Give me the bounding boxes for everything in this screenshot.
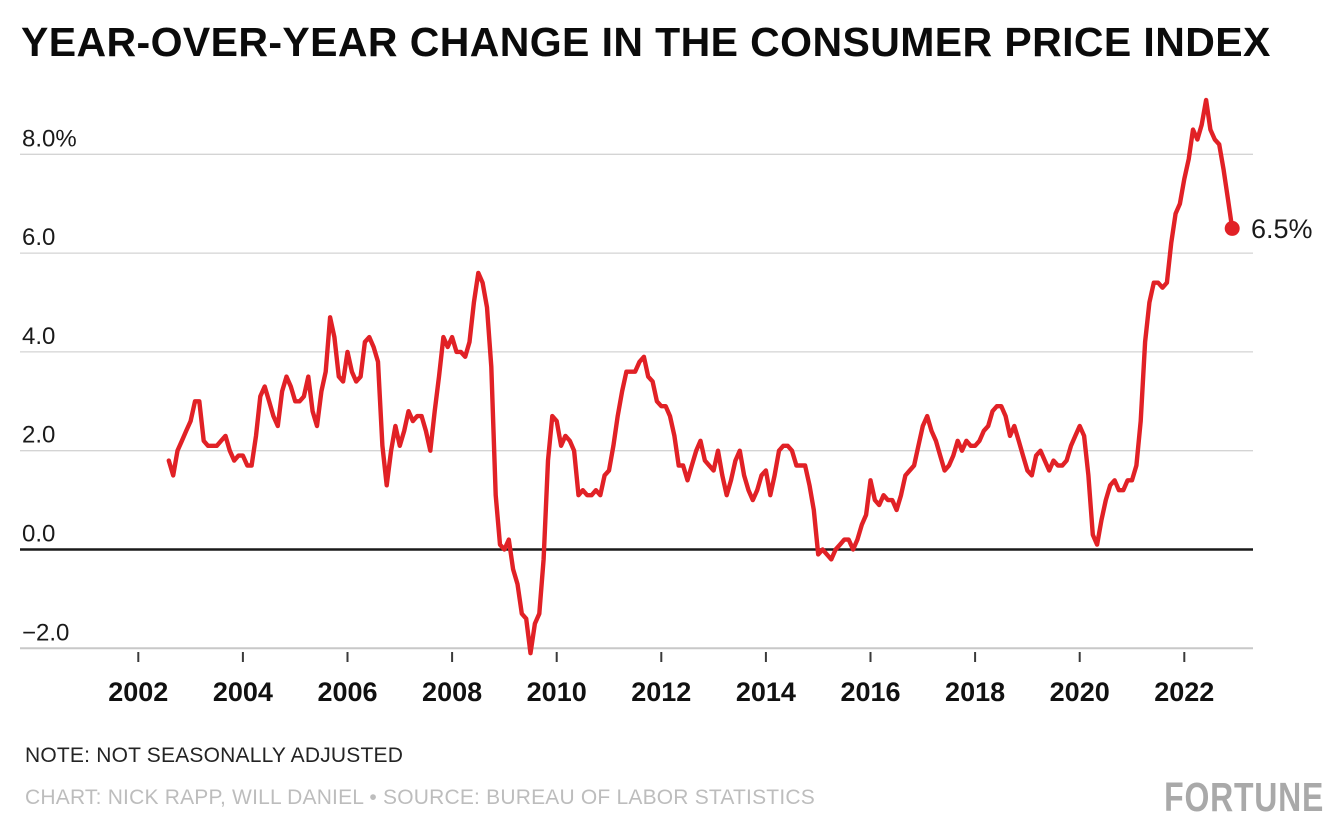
y-tick-label: 8.0%	[22, 125, 77, 152]
latest-value-label: 6.5%	[1251, 214, 1313, 244]
x-tick-label: 2010	[527, 677, 587, 707]
y-tick-label: −2.0	[22, 619, 69, 646]
x-tick-label: 2016	[840, 677, 900, 707]
y-tick-label: 6.0	[22, 224, 55, 251]
gridlines	[20, 153, 1253, 650]
x-tick-label: 2002	[108, 677, 168, 707]
x-tick-label: 2006	[317, 677, 377, 707]
cpi-line-series	[166, 97, 1235, 656]
x-axis-ticks: 2002 2004 2006 2008 2010 2012 2014 2016 2018 2020…	[108, 652, 1214, 707]
credit-text: CHART: NICK RAPP, WILL DANIEL • SOURCE: …	[25, 786, 815, 809]
fortune-logo: FORTUNE	[1163, 774, 1324, 820]
x-tick-label: 2018	[945, 677, 1005, 707]
chart-title: YEAR-OVER-YEAR CHANGE IN THE CONSUMER PR…	[21, 19, 1271, 65]
y-tick-label: 4.0	[22, 323, 55, 350]
y-axis-labels: 8.0% 6.0 4.0 2.0 0.0 −2.0	[22, 125, 77, 646]
x-tick-label: 2008	[422, 677, 482, 707]
y-tick-label: 0.0	[22, 521, 55, 548]
y-tick-label: 2.0	[22, 422, 55, 449]
x-tick-label: 2012	[631, 677, 691, 707]
x-tick-label: 2020	[1050, 677, 1110, 707]
x-tick-label: 2014	[736, 677, 796, 707]
x-tick-label: 2022	[1154, 677, 1214, 707]
latest-value-dot	[1224, 220, 1240, 236]
note-text: NOTE: NOT SEASONALLY ADJUSTED	[25, 744, 404, 767]
x-tick-label: 2004	[213, 677, 273, 707]
